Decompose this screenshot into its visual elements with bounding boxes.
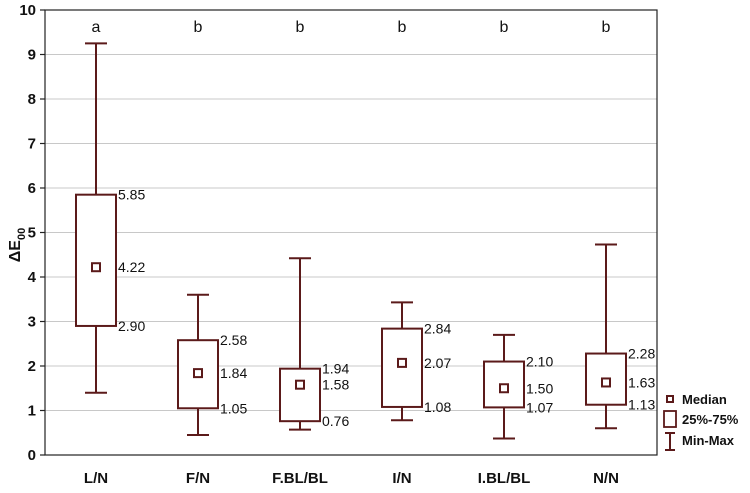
- group-letter: b: [398, 19, 407, 36]
- group-letter: b: [194, 19, 203, 36]
- y-tick-label: 0: [28, 447, 36, 464]
- legend-box-icon: [663, 410, 677, 428]
- y-tick-label: 9: [28, 47, 36, 64]
- x-category-label: F/N: [186, 470, 210, 487]
- median-label: 1.63: [628, 374, 655, 390]
- y-axis-label-main: ΔE: [7, 240, 24, 263]
- median-label: 1.50: [526, 380, 553, 396]
- x-category-label: L/N: [84, 470, 108, 487]
- q1-label: 2.90: [118, 318, 145, 334]
- box-group: 2.28 1.63 1.13 b: [585, 19, 655, 430]
- q3-label: 2.58: [220, 332, 247, 348]
- legend-whisker-label: Min-Max: [682, 433, 735, 448]
- iqr-box: [279, 367, 321, 423]
- group-letter: b: [296, 19, 305, 36]
- y-tick-label: 6: [28, 180, 36, 197]
- median-marker: [295, 379, 305, 390]
- legend: Median 25%-75% Min-Max: [663, 392, 739, 451]
- q1-label: 0.76: [322, 413, 349, 429]
- boxes: 5.854.222.90a2.581.841.05b1.941.580.76b2…: [75, 19, 655, 440]
- q3-label: 2.84: [424, 321, 451, 337]
- y-axis-label: ΔE00: [7, 228, 28, 262]
- x-axis-labels: L/N F/N F.BL/BL I/N I.BL/BL N/N: [84, 470, 619, 487]
- q1-label: 1.13: [628, 397, 655, 413]
- box-group: 2.84 2.07 1.08 b: [381, 19, 451, 422]
- box-group: 2.58 1.84 1.05 b: [177, 19, 247, 436]
- q1-label: 1.07: [526, 399, 553, 415]
- y-tick-label: 10: [19, 2, 36, 19]
- q1-label: 1.05: [220, 400, 247, 416]
- y-tick-label: 8: [28, 91, 36, 108]
- x-category-label: N/N: [593, 470, 619, 487]
- legend-median-icon: [666, 395, 674, 403]
- gridlines: [45, 54, 657, 411]
- legend-box-label: 25%-75%: [682, 412, 739, 427]
- group-letter: b: [602, 19, 611, 36]
- y-tick-label: 5: [28, 225, 36, 242]
- x-category-label: I/N: [392, 470, 411, 487]
- median-label: 4.22: [118, 259, 145, 275]
- median-marker: [601, 377, 611, 388]
- box-group: 1.941.58 0.76 b: [279, 19, 349, 431]
- q1-label: 1.08: [424, 399, 451, 415]
- y-tick-label: 1: [28, 403, 36, 420]
- group-letter: b: [500, 19, 509, 36]
- median-marker: [91, 262, 101, 273]
- median-marker: [499, 383, 509, 394]
- median-label: 1.84: [220, 365, 247, 381]
- legend-whisker-icon: [665, 432, 675, 451]
- q3-label: 5.85: [118, 187, 145, 203]
- x-category-label: F.BL/BL: [272, 470, 328, 487]
- legend-median-label: Median: [682, 392, 727, 407]
- median-marker: [193, 368, 203, 379]
- y-tick-label: 4: [28, 269, 37, 286]
- box-group: 5.85 4.22 2.90 a: [75, 19, 145, 394]
- y-tick-label: 2: [28, 358, 36, 375]
- x-category-label: I.BL/BL: [478, 470, 531, 487]
- y-axis-ticks: 0 1 2 3 4 5 6 7 8 9 10: [19, 2, 45, 464]
- q3-label: 2.10: [526, 354, 553, 370]
- y-axis-label-sub: 00: [16, 228, 28, 240]
- median-marker: [397, 357, 407, 368]
- median-label: 2.07: [424, 355, 451, 371]
- q3-label: 1.94: [322, 361, 349, 377]
- y-tick-label: 3: [28, 314, 36, 331]
- q3-label: 2.28: [628, 346, 655, 362]
- box-group: 2.10 1.50 1.07 b: [483, 19, 553, 440]
- group-letter: a: [92, 19, 101, 36]
- median-label: 1.58: [322, 377, 349, 393]
- iqr-box: [75, 193, 117, 327]
- y-tick-label: 7: [28, 136, 36, 153]
